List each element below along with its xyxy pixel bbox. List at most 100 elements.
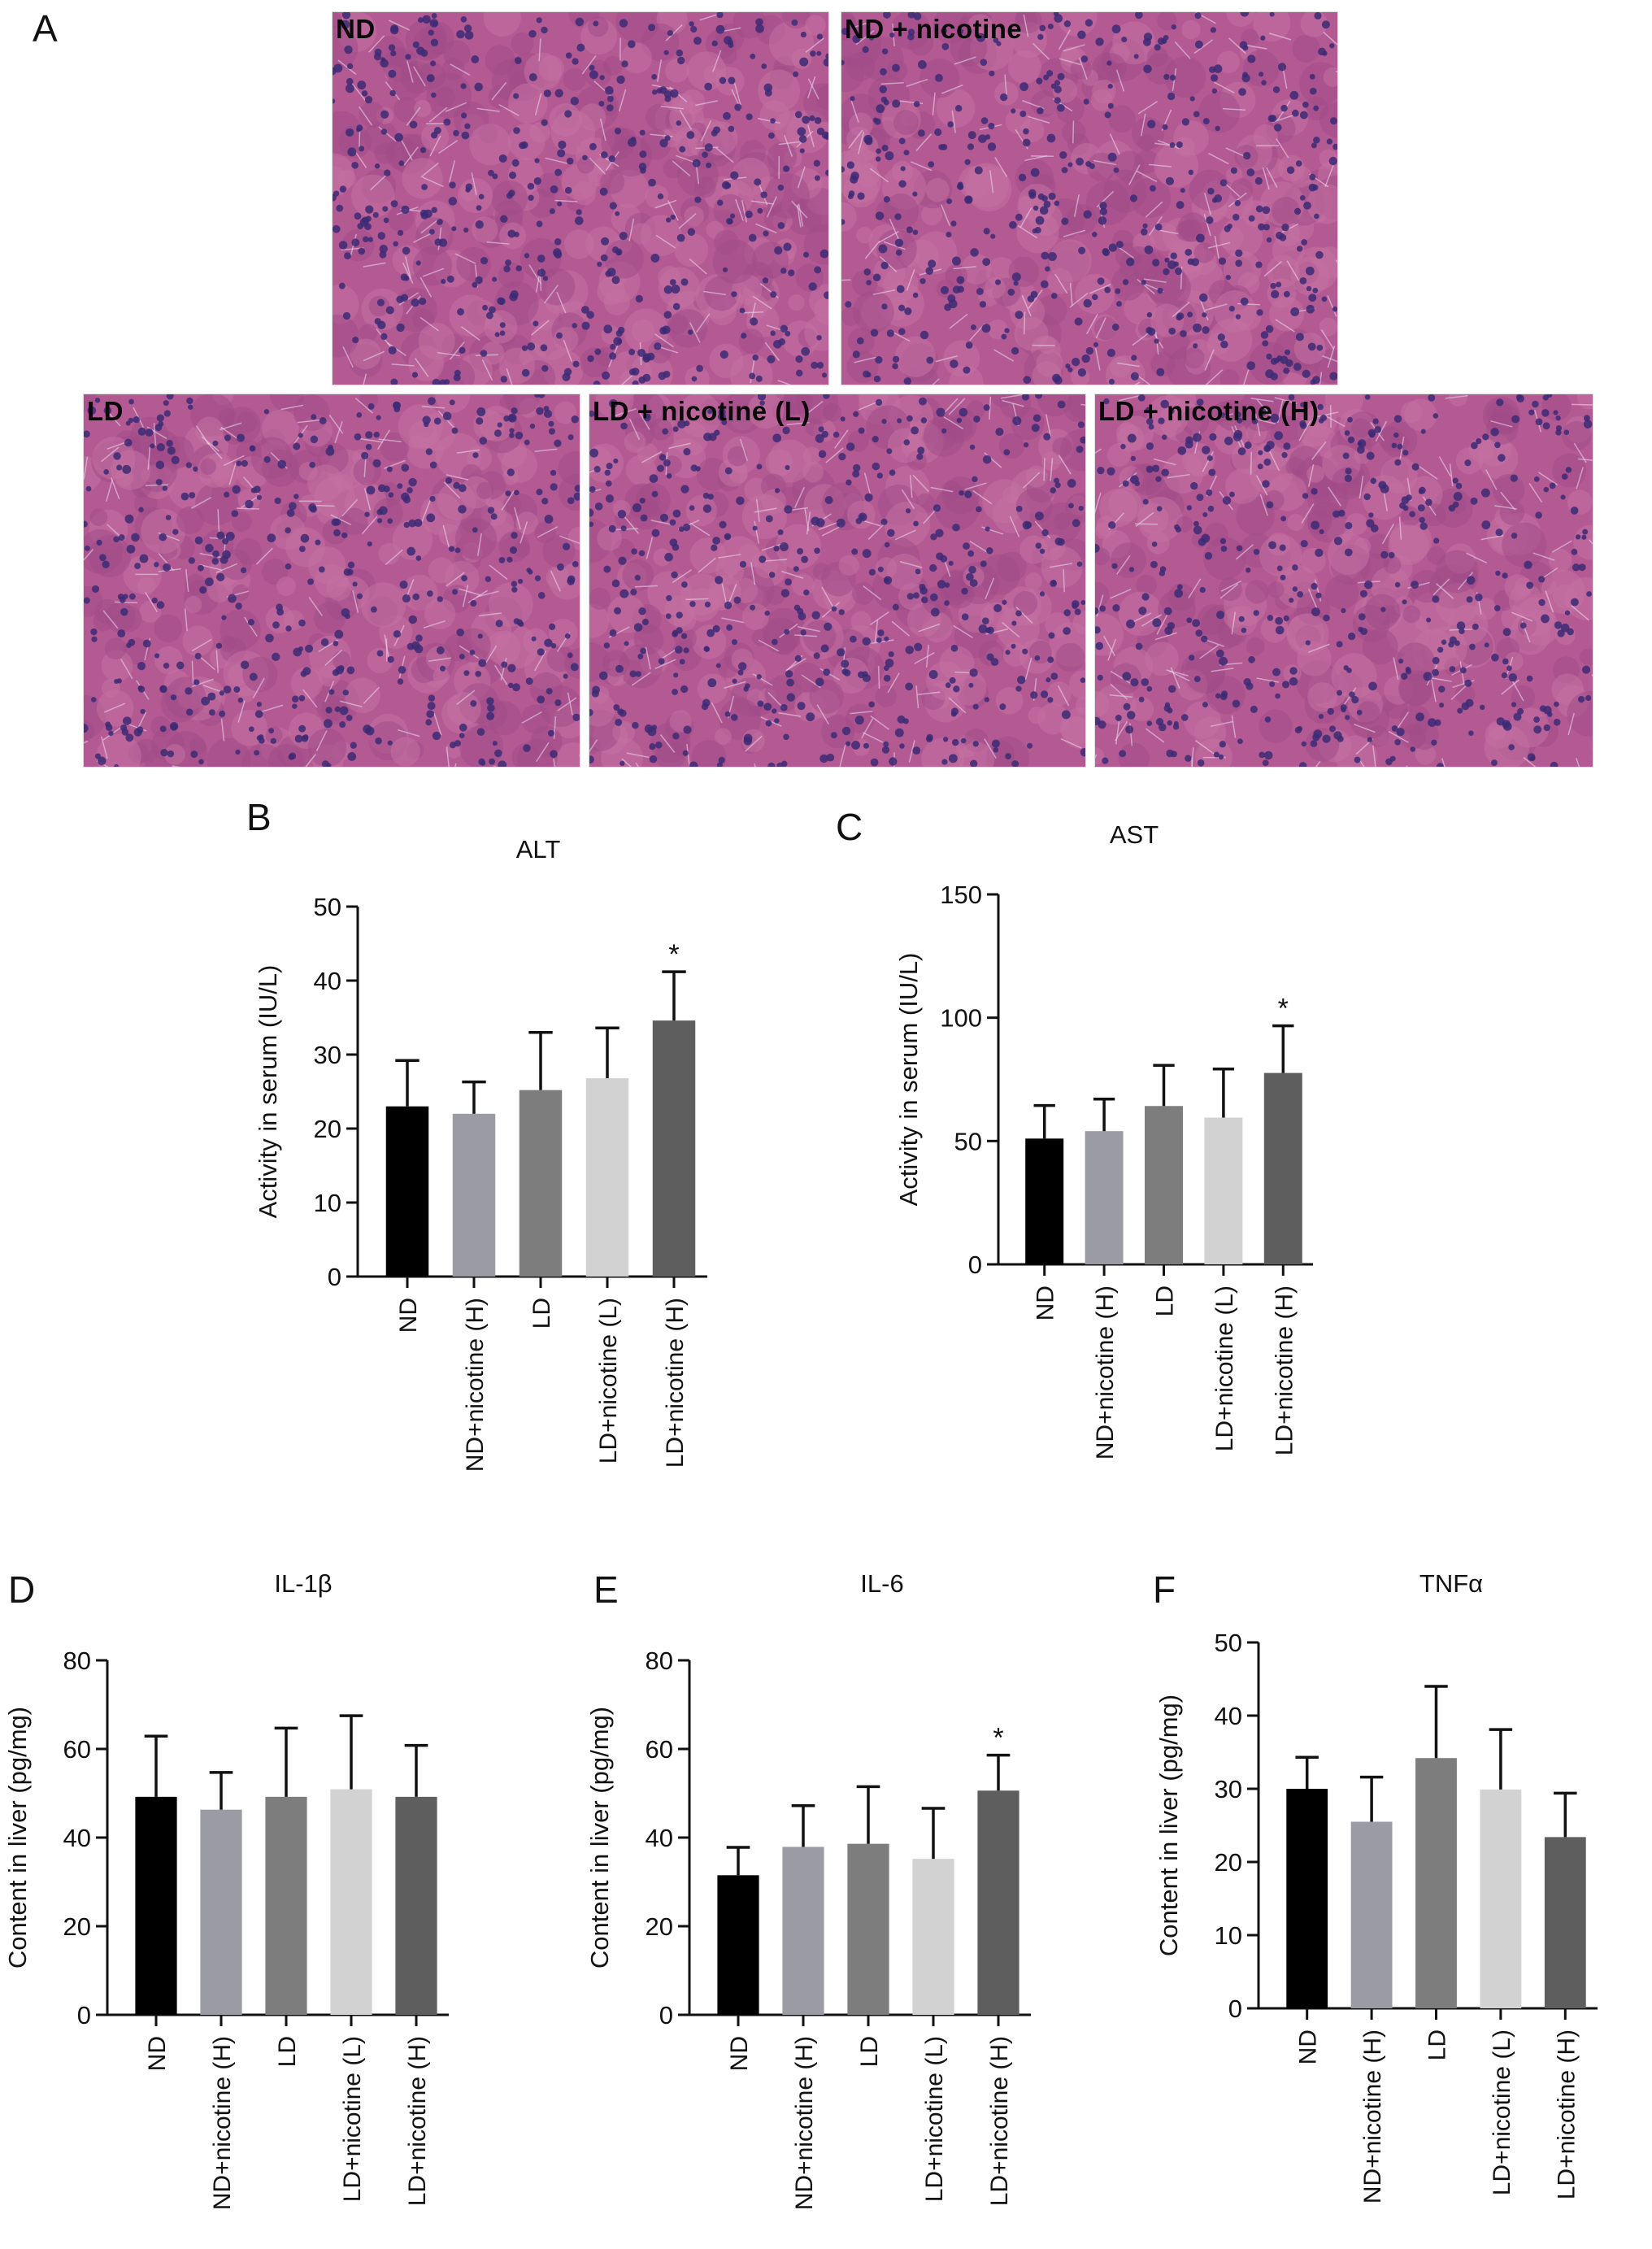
y-tick-label: 50: [954, 1127, 982, 1155]
y-axis-label: Content in liver (pg/mg): [585, 1707, 614, 1968]
y-tick-label: 0: [1228, 1995, 1242, 2023]
y-tick-label: 20: [646, 1912, 673, 1941]
x-tick-label: LD+nicotine (L): [1489, 2029, 1515, 2195]
x-tick-label: LD+nicotine (H): [1271, 1285, 1298, 1455]
y-tick-label: 40: [646, 1824, 673, 1852]
histology-image: [589, 394, 1085, 767]
x-tick-label: LD+nicotine (H): [986, 2036, 1013, 2206]
bar: [782, 1847, 824, 2015]
bar: [1286, 1789, 1328, 2008]
x-tick-label: LD: [856, 2036, 883, 2067]
bar: [847, 1843, 889, 2015]
histology-image: [84, 394, 580, 767]
x-tick-label: ND: [144, 2036, 171, 2071]
micrograph-ld-nicotine-h: LD + nicotine (H): [1094, 394, 1593, 768]
y-tick-label: 20: [1215, 1848, 1242, 1877]
y-axis-label: Activity in serum (IU/L): [254, 965, 282, 1219]
bar: [1544, 1837, 1586, 2008]
y-tick-label: 60: [63, 1735, 91, 1764]
bar: [265, 1796, 307, 2015]
x-tick-label: LD: [528, 1298, 555, 1329]
x-tick-label: ND: [1032, 1285, 1059, 1320]
x-tick-label: ND+nicotine (H): [209, 2036, 236, 2210]
bar: [1145, 1106, 1183, 1264]
y-axis-label: Content in liver (pg/mg): [3, 1707, 32, 1968]
y-tick-label: 150: [940, 881, 982, 909]
y-tick-label: 30: [314, 1041, 341, 1069]
y-tick-label: 0: [77, 2001, 91, 2029]
y-axis-label: Activity in serum (IU/L): [894, 953, 923, 1207]
micrograph-nd-nicotine: ND + nicotine: [841, 11, 1338, 385]
histology-image: [333, 12, 828, 385]
bar: [200, 1809, 242, 2015]
x-tick-label: ND+nicotine (H): [462, 1298, 489, 1472]
histology-image: [841, 12, 1337, 385]
y-tick-label: 40: [63, 1824, 91, 1852]
bar: [519, 1090, 563, 1277]
significance-mark: *: [668, 939, 679, 970]
y-tick-label: 40: [314, 967, 341, 995]
bar: [452, 1113, 496, 1277]
x-tick-label: ND+nicotine (H): [1359, 2029, 1386, 2203]
chart-title: IL-1β: [274, 1569, 332, 1598]
y-tick-label: 20: [314, 1115, 341, 1143]
panel-letter-f: F: [1153, 1568, 1176, 1611]
y-tick-label: 10: [314, 1189, 341, 1217]
x-tick-label: LD+nicotine (H): [662, 1298, 689, 1468]
micrograph-label: ND: [336, 14, 376, 44]
x-tick-label: LD+nicotine (H): [404, 2036, 431, 2206]
chart-title: IL-6: [860, 1569, 903, 1598]
bar: [1263, 1072, 1302, 1264]
bar: [135, 1796, 177, 2015]
bar: [330, 1789, 372, 2015]
micrograph-label: LD + nicotine (L): [593, 396, 811, 426]
bar: [652, 1020, 696, 1277]
bar: [977, 1790, 1019, 2015]
panel-letter-c: C: [836, 806, 863, 848]
micrograph-label: ND + nicotine: [845, 14, 1023, 44]
y-tick-label: 0: [659, 2001, 673, 2029]
bar: [1085, 1131, 1124, 1264]
chart-title: ALT: [516, 835, 561, 863]
micrograph-ld-nicotine-l: LD + nicotine (L): [589, 394, 1086, 768]
x-tick-label: LD: [274, 2036, 301, 2067]
micrograph-ld: LD: [83, 394, 580, 768]
x-tick-label: ND: [395, 1298, 422, 1333]
y-tick-label: 10: [1215, 1921, 1242, 1950]
significance-mark: *: [1278, 994, 1289, 1024]
micrograph-label: LD: [87, 396, 124, 426]
y-tick-label: 50: [314, 893, 341, 921]
x-tick-label: LD+nicotine (L): [339, 2036, 366, 2202]
x-tick-label: ND+nicotine (H): [791, 2036, 818, 2210]
panel-letter-b: B: [246, 796, 272, 838]
bar: [585, 1078, 629, 1277]
bar: [912, 1859, 954, 2015]
panel-letter-e: E: [593, 1568, 619, 1611]
bar: [1350, 1821, 1393, 2008]
panel-letter-a: A: [33, 7, 58, 50]
bar: [1025, 1138, 1064, 1264]
y-tick-label: 100: [940, 1004, 982, 1033]
y-tick-label: 0: [968, 1251, 982, 1279]
chart-title: TNFα: [1419, 1569, 1483, 1598]
bar: [395, 1796, 437, 2015]
y-axis-label: Content in liver (pg/mg): [1154, 1694, 1183, 1956]
y-tick-label: 40: [1215, 1702, 1242, 1730]
x-tick-label: ND: [1295, 2029, 1322, 2064]
y-tick-label: 0: [328, 1263, 341, 1291]
micrograph-label: LD + nicotine (H): [1098, 396, 1319, 426]
x-tick-label: LD+nicotine (L): [1211, 1285, 1238, 1451]
bar: [385, 1106, 429, 1277]
y-tick-label: 80: [646, 1647, 673, 1675]
y-tick-label: 30: [1215, 1775, 1242, 1803]
bar: [1415, 1758, 1457, 2008]
x-tick-label: ND: [726, 2036, 753, 2071]
panel-letter-d: D: [8, 1568, 36, 1611]
y-tick-label: 80: [63, 1647, 91, 1675]
y-tick-label: 50: [1215, 1629, 1242, 1657]
y-tick-label: 60: [646, 1735, 673, 1764]
significance-mark: *: [993, 1723, 1003, 1754]
histology-image: [1095, 394, 1593, 767]
